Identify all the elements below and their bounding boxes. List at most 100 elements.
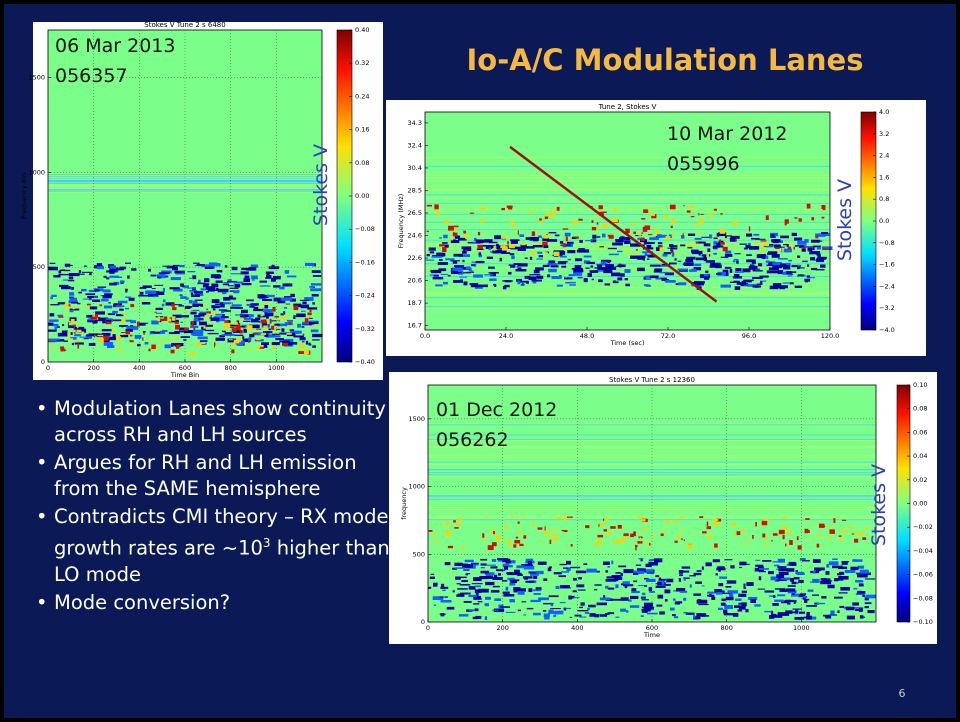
spectrogram-line bbox=[425, 308, 830, 309]
spectrogram-streak bbox=[262, 299, 272, 301]
spectrogram-streak bbox=[269, 266, 279, 269]
spectrogram-streak bbox=[287, 276, 296, 278]
spectrogram-streak bbox=[163, 288, 165, 292]
spectrogram-streak bbox=[671, 251, 674, 253]
spectrogram-streak bbox=[812, 594, 819, 595]
spectrogram-streak bbox=[265, 312, 274, 316]
spectrogram-streak bbox=[857, 574, 868, 577]
spectrogram-streak bbox=[867, 610, 874, 613]
spectrogram-streak bbox=[274, 298, 281, 302]
spectrogram-streak bbox=[826, 571, 830, 575]
spectrogram-streak bbox=[313, 275, 321, 277]
spectrogram-streak bbox=[159, 340, 164, 342]
spectrogram-streak bbox=[550, 540, 552, 544]
spectrogram-streak bbox=[595, 542, 597, 546]
spectrogram-streak bbox=[199, 306, 201, 307]
spectrogram-streak bbox=[549, 595, 559, 597]
spectrogram-streak bbox=[69, 304, 71, 306]
superscript: 3 bbox=[263, 536, 271, 550]
spectrogram-streak bbox=[561, 266, 566, 268]
spectrogram-streak bbox=[448, 226, 454, 231]
y-tick-label: 1500 bbox=[408, 415, 425, 423]
spectrogram-streak bbox=[58, 316, 63, 318]
spectrogram-streak bbox=[171, 350, 175, 354]
spectrogram-streak bbox=[807, 264, 809, 266]
spectrogram-streak bbox=[823, 248, 828, 250]
spectrogram-streak bbox=[573, 590, 577, 592]
spectrogram-streak bbox=[787, 531, 792, 534]
spectrogram-streak bbox=[120, 280, 125, 282]
spectrogram-streak bbox=[288, 320, 293, 322]
spectrogram-streak bbox=[175, 337, 179, 339]
spectrogram-streak bbox=[784, 600, 794, 602]
spectrogram-streak bbox=[615, 239, 623, 242]
colorbar-tick-label: −0.10 bbox=[913, 618, 933, 626]
spectrogram-streak bbox=[253, 333, 258, 334]
spectrogram-streak bbox=[618, 566, 626, 568]
spectrogram-streak bbox=[746, 254, 752, 256]
spectrogram-streak bbox=[51, 295, 57, 297]
spectrogram-streak bbox=[272, 334, 280, 335]
spectrogram-streak bbox=[478, 232, 480, 235]
spectrogram-streak bbox=[575, 615, 582, 617]
spectrogram-streak bbox=[666, 579, 673, 583]
spectrogram-streak bbox=[733, 613, 738, 617]
x-tick-label: 96.0 bbox=[742, 332, 756, 340]
spectrogram-streak bbox=[48, 330, 57, 332]
spectrogram-streak bbox=[297, 324, 301, 328]
spectrogram-streak bbox=[169, 332, 180, 334]
spectrogram-streak bbox=[459, 517, 462, 520]
spectrogram-streak bbox=[184, 328, 188, 331]
spectrogram-streak bbox=[623, 581, 630, 584]
spectrogram-streak bbox=[548, 611, 556, 614]
spectrogram-streak bbox=[761, 248, 764, 252]
colorbar-tick-label: −0.08 bbox=[913, 594, 933, 602]
spectrogram-streak bbox=[690, 584, 692, 587]
spectrogram-streak bbox=[813, 559, 821, 563]
spectrogram-streak bbox=[477, 245, 483, 249]
spectrogram-streak bbox=[442, 247, 446, 252]
spectrogram-streak bbox=[551, 603, 553, 606]
spectrogram-streak bbox=[538, 233, 542, 234]
spectrogram-streak bbox=[764, 590, 774, 592]
spectrogram-streak bbox=[204, 305, 206, 306]
spectrogram-streak bbox=[602, 234, 606, 238]
spectrogram-line bbox=[425, 306, 830, 307]
spectrogram-streak bbox=[670, 205, 676, 210]
spectrogram-streak bbox=[441, 584, 444, 588]
x-tick-label: 0 bbox=[46, 364, 50, 372]
spectrogram-streak bbox=[492, 559, 496, 562]
spectrogram-streak bbox=[172, 307, 176, 310]
spectrogram-streak bbox=[816, 269, 825, 270]
spectrogram-streak bbox=[715, 265, 721, 269]
spectrogram-streak bbox=[596, 228, 598, 231]
spectrogram-streak bbox=[758, 526, 760, 527]
spectrogram-streak bbox=[273, 346, 276, 349]
spectrogram-streak bbox=[753, 270, 756, 271]
spectrogram-streak bbox=[130, 340, 134, 342]
spectrogram-streak bbox=[656, 268, 662, 270]
spectrogram-streak bbox=[564, 277, 572, 279]
spectrogram-streak bbox=[781, 517, 787, 519]
spectrogram-streak bbox=[107, 345, 114, 348]
x-tick-label: 800 bbox=[224, 364, 236, 372]
spectrogram-streak bbox=[103, 289, 110, 292]
spectrogram-streak bbox=[837, 573, 841, 575]
spectrogram-streak bbox=[510, 599, 515, 602]
spectrogram-streak bbox=[766, 537, 767, 539]
spectrogram-streak bbox=[755, 241, 758, 244]
spectrogram-streak bbox=[865, 602, 872, 604]
bullet: Mode conversion? bbox=[54, 590, 399, 616]
spectrogram-streak bbox=[625, 278, 628, 280]
spectrogram-streak bbox=[260, 281, 267, 283]
spectrogram-streak bbox=[753, 285, 762, 287]
colorbar-label: Stokes V bbox=[310, 144, 332, 226]
spectrogram-streak bbox=[267, 295, 275, 297]
spectrogram-streak bbox=[746, 234, 752, 237]
spectrogram-streak bbox=[193, 301, 198, 305]
spectrogram-streak bbox=[565, 282, 576, 284]
spectrogram-streak bbox=[201, 312, 202, 314]
spectrogram-streak bbox=[862, 537, 866, 540]
spectrogram-streak bbox=[475, 608, 479, 611]
spectrogram-line bbox=[425, 293, 830, 294]
